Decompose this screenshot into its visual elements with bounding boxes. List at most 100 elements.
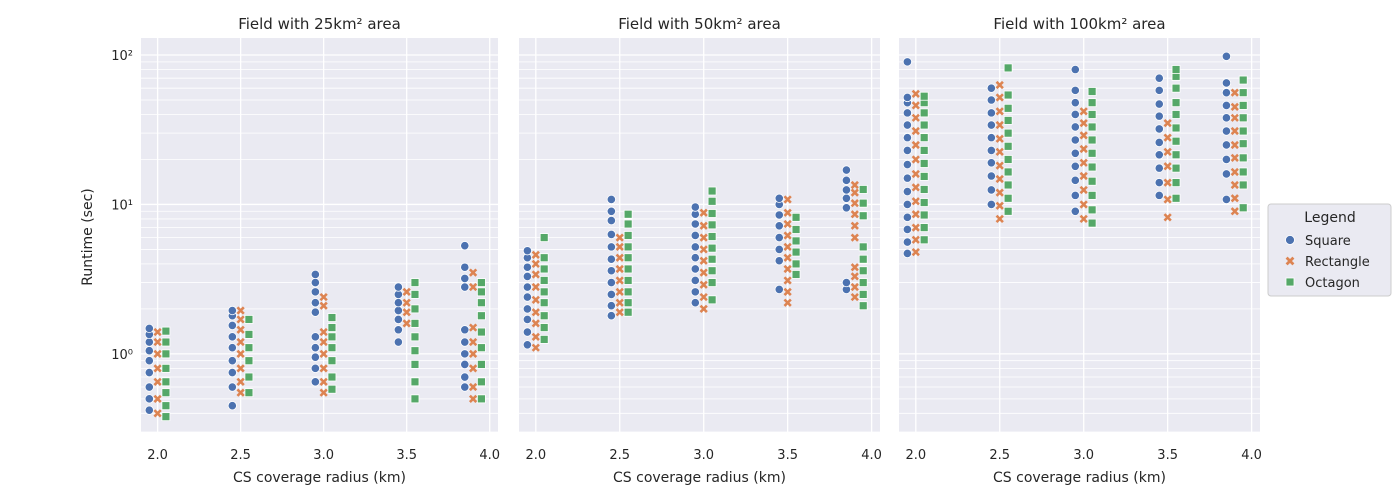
point-rectangle bbox=[699, 245, 708, 254]
point-rectangle bbox=[1079, 107, 1088, 116]
point-square bbox=[144, 367, 154, 378]
point-square bbox=[460, 337, 470, 347]
point-square bbox=[1221, 88, 1232, 98]
point-rectangle bbox=[615, 233, 624, 242]
point-rectangle bbox=[995, 93, 1004, 102]
point-square bbox=[1070, 175, 1080, 185]
point-rectangle bbox=[850, 180, 859, 190]
x-tick-label: 2.5 bbox=[230, 448, 251, 463]
point-rectangle bbox=[1230, 88, 1239, 97]
point-rectangle bbox=[531, 259, 540, 269]
point-octagon bbox=[707, 209, 717, 218]
point-square bbox=[227, 367, 237, 378]
point-rectangle bbox=[783, 276, 792, 285]
point-square bbox=[144, 356, 154, 366]
point-square bbox=[522, 327, 532, 337]
point-octagon bbox=[623, 253, 633, 263]
point-square bbox=[1221, 126, 1232, 136]
legend-box bbox=[1267, 203, 1392, 297]
point-octagon bbox=[791, 236, 801, 246]
point-rectangle bbox=[1230, 180, 1239, 190]
point-square bbox=[1154, 124, 1164, 134]
point-octagon bbox=[476, 377, 486, 387]
point-rectangle bbox=[319, 364, 328, 373]
point-octagon bbox=[327, 384, 337, 394]
point-rectangle bbox=[1079, 185, 1088, 195]
point-octagon bbox=[1087, 176, 1097, 186]
point-square bbox=[144, 337, 154, 347]
point-octagon bbox=[410, 377, 420, 387]
point-rectangle bbox=[319, 301, 328, 310]
plot-area bbox=[899, 38, 1260, 432]
point-rectangle bbox=[236, 377, 245, 386]
point-octagon bbox=[244, 356, 254, 366]
point-square bbox=[393, 325, 403, 335]
point-octagon bbox=[161, 377, 171, 387]
panel-2: 2.0 2.5 3.0 3.5 4.0 Field with 50km² area CS c… bbox=[519, 15, 882, 486]
point-rectangle bbox=[1163, 133, 1172, 142]
point-rectangle bbox=[236, 337, 245, 347]
point-rectangle bbox=[153, 327, 162, 337]
point-octagon bbox=[1238, 203, 1248, 213]
point-rectangle bbox=[153, 349, 162, 358]
point-octagon bbox=[161, 388, 171, 398]
point-octagon bbox=[1087, 87, 1097, 96]
point-rectangle bbox=[402, 308, 411, 317]
point-square bbox=[986, 120, 996, 130]
legend: Legend Square Rectangle Octagon bbox=[1267, 203, 1392, 297]
point-rectangle bbox=[468, 268, 478, 277]
point-octagon bbox=[539, 276, 549, 285]
point-square bbox=[1070, 161, 1080, 171]
point-rectangle bbox=[850, 210, 859, 219]
point-rectangle bbox=[699, 304, 708, 314]
point-square bbox=[606, 229, 616, 240]
point-octagon bbox=[410, 318, 420, 328]
point-octagon bbox=[327, 323, 337, 332]
point-square bbox=[606, 242, 616, 252]
point-octagon bbox=[1171, 123, 1181, 133]
point-octagon bbox=[539, 298, 549, 308]
point-rectangle bbox=[995, 107, 1004, 116]
point-square bbox=[522, 271, 532, 281]
point-octagon bbox=[244, 329, 254, 339]
point-rectangle bbox=[319, 327, 328, 337]
point-square bbox=[606, 301, 616, 311]
panel-3: 2.0 2.5 3.0 3.5 4.0 Field with 100km² area CS … bbox=[899, 15, 1262, 486]
point-octagon bbox=[1003, 167, 1013, 177]
point-square bbox=[986, 133, 996, 143]
point-rectangle bbox=[1163, 147, 1172, 156]
point-square bbox=[690, 287, 700, 297]
point-octagon bbox=[707, 196, 717, 206]
point-rectangle bbox=[468, 282, 478, 292]
point-rectangle bbox=[783, 219, 792, 229]
point-square bbox=[902, 92, 912, 103]
point-octagon bbox=[244, 343, 254, 353]
point-square bbox=[460, 273, 470, 283]
grid bbox=[141, 38, 498, 433]
legend-marker-rectangle bbox=[1285, 256, 1295, 266]
point-rectangle bbox=[468, 323, 478, 332]
point-octagon bbox=[161, 337, 171, 347]
point-rectangle bbox=[153, 394, 162, 403]
point-octagon bbox=[1171, 65, 1181, 74]
x-axis-label: CS coverage radius (km) bbox=[993, 470, 1166, 486]
point-octagon bbox=[1238, 139, 1248, 149]
point-rectangle bbox=[615, 242, 624, 252]
point-square bbox=[460, 282, 470, 292]
point-rectangle bbox=[995, 188, 1004, 197]
point-octagon bbox=[1087, 148, 1097, 158]
point-octagon bbox=[327, 356, 337, 366]
x-tick-label: 4.0 bbox=[1241, 448, 1262, 463]
point-rectangle bbox=[615, 308, 624, 317]
point-octagon bbox=[707, 278, 717, 287]
x-tick-label: 3.0 bbox=[693, 448, 714, 463]
point-rectangle bbox=[699, 256, 708, 265]
point-rectangle bbox=[468, 349, 478, 358]
point-rectangle bbox=[1079, 171, 1088, 181]
point-square bbox=[902, 212, 912, 222]
point-octagon bbox=[858, 301, 868, 311]
point-square bbox=[690, 202, 700, 212]
point-octagon bbox=[476, 298, 486, 308]
point-octagon bbox=[161, 363, 171, 373]
point-octagon bbox=[1171, 178, 1181, 188]
